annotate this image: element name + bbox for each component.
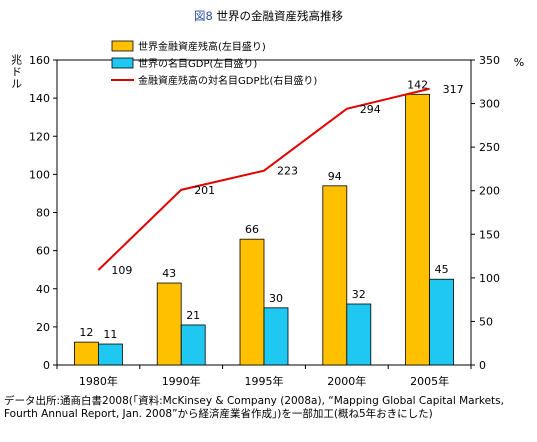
right-axis: 0 50 100 150 200 250 300 350 (471, 54, 500, 372)
bar-value-label: 45 (435, 263, 449, 276)
left-tick-label: 100 (29, 168, 50, 181)
bar-value-label: 66 (245, 223, 259, 236)
right-tick-label: 250 (479, 141, 500, 154)
bar (429, 278, 455, 366)
left-tick-label: 20 (36, 321, 50, 334)
left-tick-label: 40 (36, 283, 50, 296)
bar (74, 341, 99, 366)
bar-value-label: 43 (162, 267, 176, 280)
right-tick-label: 150 (479, 228, 500, 241)
bar-value-label: 94 (328, 170, 342, 183)
source-note-line-2: Fourth Annual Report, Jan. 2008”から経済産業省作… (4, 408, 433, 420)
bar (156, 282, 182, 366)
x-tick-label: 2000年 (327, 374, 366, 388)
right-tick-label: 350 (479, 54, 500, 67)
right-tick-label: 50 (479, 315, 493, 328)
legend-label: 世界金融資産残高(左目盛り) (138, 40, 266, 53)
right-tick-label: 0 (479, 359, 486, 372)
legend-label: 世界の名目GDP(左目盛り) (138, 57, 257, 70)
legend-label: 金融資産残高の対名目GDP比(右目盛り) (138, 74, 317, 87)
x-tick-label: 1980年 (79, 374, 118, 388)
x-axis: 1980年 1990年 1995年 2000年 2005年 (56, 365, 472, 388)
x-tick-label: 1995年 (245, 374, 284, 388)
bars (74, 93, 455, 366)
bar-value-label: 12 (79, 326, 93, 339)
bar (346, 303, 372, 366)
right-tick-label: 200 (479, 185, 500, 198)
chart-title: 図8 世界の金融資産残高推移 (0, 8, 537, 24)
line-value-label: 294 (360, 103, 381, 116)
data-labels: 12 43 66 94 142 11 21 30 32 45 109 201 223 294 317 (79, 78, 463, 341)
bar (98, 343, 123, 366)
bar-value-label: 142 (407, 78, 428, 91)
bar (322, 185, 348, 366)
line-value-label: 223 (277, 165, 298, 178)
figure-label: 図8 (194, 9, 213, 23)
line-series (97, 87, 430, 271)
legend-swatch (111, 57, 134, 69)
line-value-label: 317 (443, 83, 464, 96)
bar-value-label: 32 (352, 288, 366, 301)
bar (239, 238, 265, 366)
right-tick-label: 100 (479, 272, 500, 285)
source-note-line-1: データ出所:通商白書2008(「資料:McKinsey & Company (2… (4, 395, 504, 407)
left-tick-label: 160 (29, 54, 50, 67)
bar (405, 93, 431, 366)
left-tick-label: 120 (29, 130, 50, 143)
left-axis-label: 兆ドル (10, 54, 23, 90)
title-text: 世界の金融資産残高推移 (216, 9, 343, 23)
source-note: データ出所:通商白書2008(「資料:McKinsey & Company (2… (4, 395, 534, 421)
right-axis-label: % (514, 56, 524, 69)
left-axis: 0 20 40 60 80 100 120 140 160 (29, 54, 57, 372)
bar-value-label: 30 (269, 292, 283, 305)
bar (180, 324, 206, 366)
left-tick-label: 80 (36, 207, 50, 220)
left-tick-label: 140 (29, 92, 50, 105)
bar-value-label: 11 (103, 328, 117, 341)
ratio-line (97, 87, 430, 271)
x-tick-label: 1990年 (162, 374, 201, 388)
bar-value-label: 21 (186, 309, 200, 322)
left-tick-label: 60 (36, 245, 50, 258)
x-tick-label: 2005年 (410, 374, 449, 388)
bar (263, 307, 289, 366)
line-value-label: 201 (194, 184, 215, 197)
legend: 世界金融資産残高(左目盛り) 世界の名目GDP(左目盛り) 金融資産残高の対名目GD… (111, 40, 317, 87)
legend-swatch (111, 40, 134, 52)
left-tick-label: 0 (43, 359, 50, 372)
line-value-label: 109 (111, 264, 132, 277)
right-tick-label: 300 (479, 98, 500, 111)
